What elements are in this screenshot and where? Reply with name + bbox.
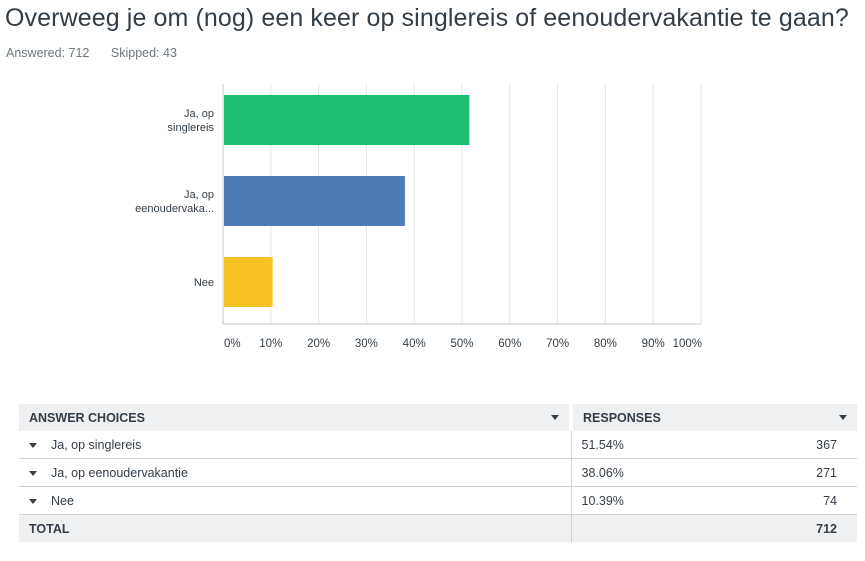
- x-tick-label: 50%: [450, 338, 473, 350]
- percent-cell: 51.54%: [571, 431, 712, 459]
- responses-table: ANSWER CHOICES RESPONSES Ja, op singlere…: [19, 404, 857, 542]
- bar: [224, 95, 470, 145]
- percent-cell: 10.39%: [571, 486, 712, 515]
- x-tick-label: 70%: [546, 338, 569, 350]
- total-row: TOTAL 712: [19, 514, 857, 542]
- sort-answer-choices-icon[interactable]: [551, 415, 559, 420]
- x-tick-label: 40%: [403, 338, 426, 350]
- answered-count: Answered: 712: [6, 46, 90, 60]
- bar: [224, 257, 273, 307]
- category-label: eenoudervaka...: [135, 203, 214, 215]
- count-cell: 74: [711, 486, 857, 515]
- x-tick-label: 30%: [355, 338, 378, 350]
- category-label: Ja, op: [184, 189, 214, 201]
- category-label: singlereis: [168, 122, 215, 134]
- question-title: Overweeg je om (nog) een keer op singler…: [5, 4, 849, 32]
- answer-cell: Nee: [19, 486, 572, 515]
- answer-cell: Ja, op singlereis: [19, 431, 572, 459]
- expand-caret-icon[interactable]: [29, 498, 37, 504]
- category-label: Ja, op: [184, 108, 214, 120]
- x-tick-label: 60%: [498, 338, 521, 350]
- sort-responses-icon[interactable]: [839, 415, 847, 420]
- x-tick-label: 80%: [594, 338, 617, 350]
- expand-caret-icon[interactable]: [29, 442, 37, 448]
- answer-label: Ja, op eenoudervakantie: [51, 465, 188, 480]
- header-answer-choices[interactable]: ANSWER CHOICES: [19, 404, 573, 431]
- total-spacer: [571, 514, 712, 542]
- total-count: 712: [711, 514, 857, 542]
- answer-label: Nee: [51, 493, 74, 508]
- table-row: Nee 10.39% 74: [19, 486, 857, 515]
- answer-cell: Ja, op eenoudervakantie: [19, 458, 572, 487]
- category-label: Nee: [194, 277, 214, 289]
- x-tick-label: 20%: [307, 338, 330, 350]
- table-row: Ja, op eenoudervakantie 38.06% 271: [19, 458, 857, 487]
- answer-label: Ja, op singlereis: [51, 437, 142, 452]
- count-cell: 367: [711, 431, 857, 459]
- response-stats: Answered: 712 Skipped: 43: [6, 46, 195, 60]
- bar-chart: 0% 10% 20% 30% 40% 50% 60% 70% 80% 90% 100% Ja, op s…: [135, 84, 702, 350]
- table-row: Ja, op singlereis 51.54% 367: [19, 431, 857, 459]
- x-tick-label: 90%: [642, 338, 665, 350]
- header-responses[interactable]: RESPONSES: [571, 404, 857, 431]
- x-tick-label: 10%: [259, 338, 282, 350]
- percent-cell: 38.06%: [571, 458, 712, 487]
- x-tick-label: 0%: [224, 338, 241, 350]
- table-header-row: ANSWER CHOICES RESPONSES: [19, 404, 857, 431]
- x-tick-label: 100%: [673, 338, 702, 350]
- expand-caret-icon[interactable]: [29, 470, 37, 476]
- total-label: TOTAL: [19, 514, 572, 542]
- skipped-count: Skipped: 43: [110, 46, 177, 60]
- bar: [224, 176, 405, 226]
- count-cell: 271: [711, 458, 857, 487]
